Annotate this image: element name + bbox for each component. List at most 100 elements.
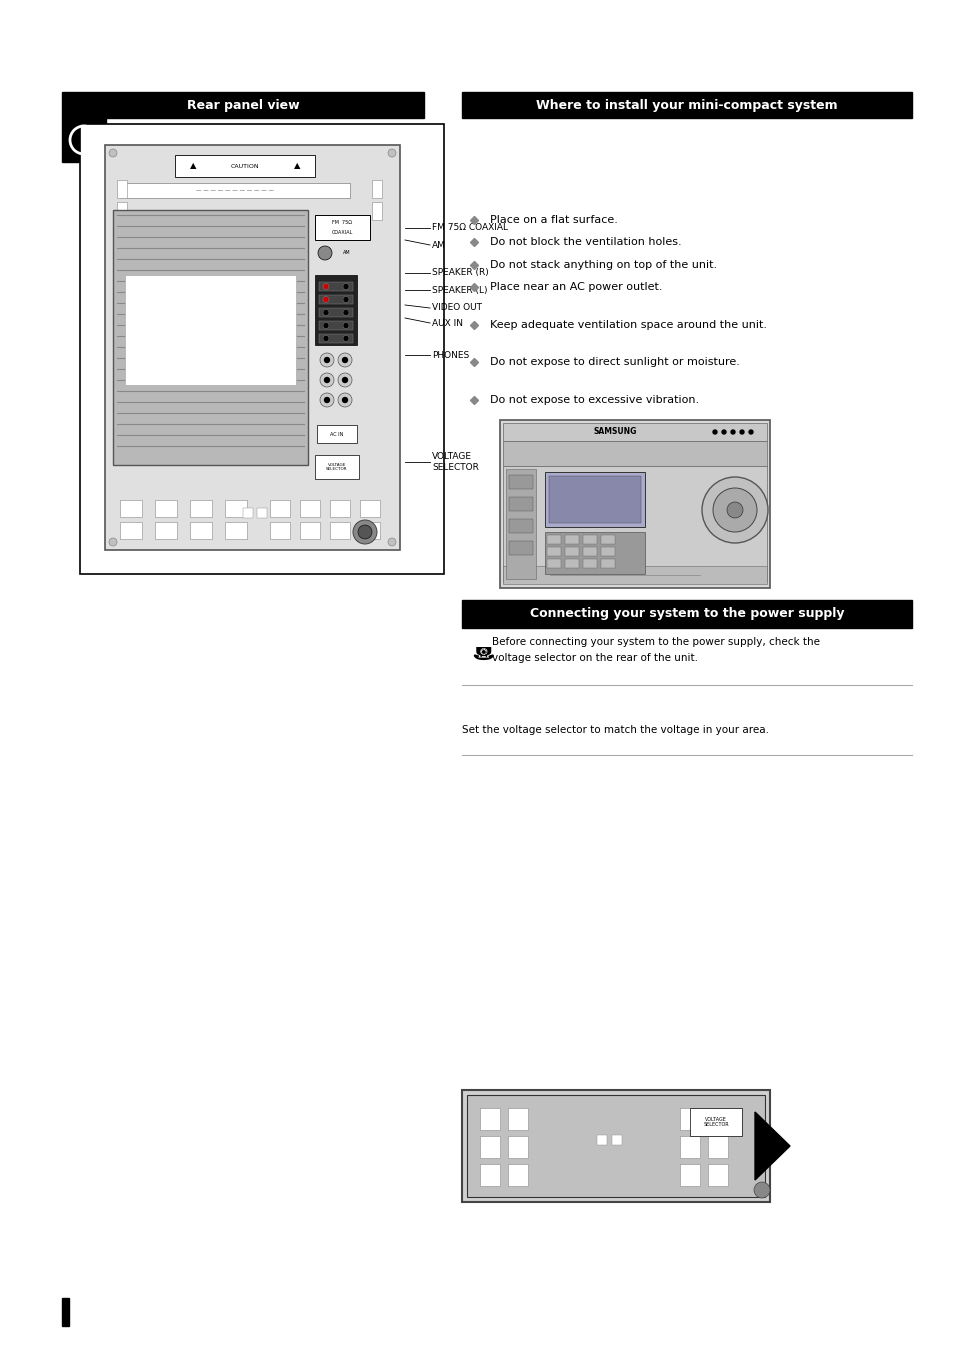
Bar [546, 547, 560, 557]
Circle shape [337, 353, 352, 367]
Text: FM  75Ω: FM 75Ω [332, 219, 352, 224]
Text: AM: AM [432, 240, 445, 250]
Circle shape [712, 430, 717, 434]
Bar [461, 92, 911, 118]
Bar [105, 145, 399, 550]
Polygon shape [754, 1112, 789, 1179]
Circle shape [341, 357, 348, 363]
Bar [546, 559, 560, 567]
Bar [80, 124, 443, 574]
Text: SPEAKER (R): SPEAKER (R) [432, 269, 488, 277]
Bar [689, 1108, 741, 1136]
Text: Do not expose to direct sunlight or moisture.: Do not expose to direct sunlight or mois… [490, 357, 740, 367]
Bar [372, 203, 381, 220]
Text: AM: AM [343, 250, 351, 255]
Bar [120, 500, 142, 517]
Bar [707, 1165, 727, 1186]
Bar [270, 500, 290, 517]
Text: SAMSUNG: SAMSUNG [593, 427, 636, 436]
Bar [117, 203, 127, 220]
Bar [270, 521, 290, 539]
Circle shape [388, 538, 395, 546]
Text: Do not stack anything on top of the unit.: Do not stack anything on top of the unit… [490, 259, 717, 270]
Bar [359, 500, 379, 517]
Bar [330, 500, 350, 517]
Bar [600, 559, 615, 567]
Circle shape [317, 246, 332, 259]
Bar [120, 182, 350, 199]
Text: CAUTION: CAUTION [231, 163, 259, 169]
Circle shape [388, 149, 395, 157]
Bar [190, 500, 212, 517]
Circle shape [343, 284, 349, 289]
Bar [318, 334, 353, 343]
Bar [112, 209, 308, 465]
Bar [582, 547, 597, 557]
Bar [314, 455, 358, 480]
Bar [548, 476, 640, 523]
Text: Before connecting your system to the power supply, check the: Before connecting your system to the pow… [492, 638, 820, 647]
Bar [707, 1136, 727, 1158]
Bar [679, 1165, 700, 1186]
Text: voltage selector on the rear of the unit.: voltage selector on the rear of the unit… [492, 653, 698, 663]
Bar [174, 155, 314, 177]
Bar [117, 180, 127, 199]
Text: Rear panel view: Rear panel view [187, 99, 299, 112]
Bar [564, 535, 578, 544]
Bar [62, 1298, 69, 1325]
Text: Connecting your system to the power supply: Connecting your system to the power supp… [529, 608, 843, 620]
Bar [502, 440, 766, 466]
Circle shape [357, 526, 372, 539]
Bar [707, 1108, 727, 1129]
Circle shape [109, 538, 117, 546]
Bar [154, 500, 177, 517]
Bar [318, 322, 353, 330]
Bar [544, 471, 644, 527]
Circle shape [721, 430, 725, 434]
Bar [190, 521, 212, 539]
Bar [612, 1135, 621, 1146]
Bar [318, 295, 353, 304]
Bar [509, 497, 533, 511]
Bar [544, 532, 644, 574]
Text: AC IN: AC IN [330, 431, 343, 436]
Bar [372, 180, 381, 199]
Bar [502, 566, 766, 584]
Bar [479, 1108, 499, 1129]
Bar [461, 600, 911, 628]
Bar [314, 215, 370, 240]
Bar [499, 420, 769, 588]
Text: Do not expose to excessive vibration.: Do not expose to excessive vibration. [490, 394, 699, 405]
Bar [507, 1136, 527, 1158]
Text: SPEAKER (L): SPEAKER (L) [432, 285, 487, 295]
Bar [564, 559, 578, 567]
Text: VIDEO OUT: VIDEO OUT [432, 304, 481, 312]
Bar [467, 1096, 764, 1197]
Bar [479, 1165, 499, 1186]
Circle shape [319, 353, 334, 367]
Bar [679, 1136, 700, 1158]
Bar [505, 469, 536, 580]
Bar [299, 521, 319, 539]
Circle shape [748, 430, 752, 434]
Circle shape [323, 296, 329, 303]
Bar [299, 500, 319, 517]
Bar [359, 521, 379, 539]
Bar [507, 1108, 527, 1129]
Bar [509, 540, 533, 555]
Circle shape [337, 373, 352, 386]
Text: PHONES: PHONES [432, 350, 469, 359]
Bar [564, 547, 578, 557]
Bar [502, 423, 766, 440]
Bar [243, 508, 253, 517]
Circle shape [323, 309, 329, 316]
Circle shape [319, 373, 334, 386]
Bar [314, 276, 356, 345]
Text: COAXIAL: COAXIAL [331, 230, 353, 235]
Bar [679, 1108, 700, 1129]
Circle shape [323, 323, 329, 328]
Bar [479, 1136, 499, 1158]
Circle shape [323, 335, 329, 342]
Text: ☎: ☎ [470, 640, 492, 659]
Circle shape [740, 430, 743, 434]
